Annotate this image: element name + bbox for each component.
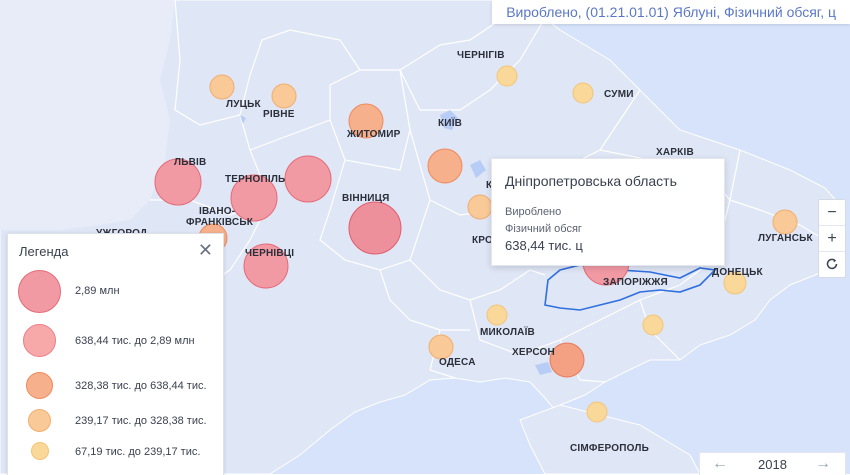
refresh-icon [826,258,838,270]
bubble-kyiv [427,148,463,184]
bubble-odesa [428,334,454,360]
legend-circle-3 [26,372,53,399]
legend-circle-1 [18,270,61,313]
tooltip-region: Дніпропетровська область [505,173,677,189]
label-chernivtsi: ЧЕРНІВЦІ [245,248,294,259]
legend-label: 638,44 тис. до 2,89 млн [75,335,195,347]
legend-item: 2,89 млн [8,270,223,313]
year-selector: ← 2018 → [699,452,846,475]
label-kyiv: КИЇВ [438,116,462,129]
label-kherson: ХЕРСОН [512,347,555,358]
arrow-left-icon[interactable]: ← [712,455,728,472]
legend-item: 239,17 тис. до 328,38 тис. [8,409,223,435]
tooltip-indicator: Фізичний обсяг [505,223,582,235]
bubble-vinnytsia [348,201,402,255]
tooltip-value: 638,44 тис. ц [505,238,583,253]
region-tooltip: Дніпропетровська область Вироблено Фізич… [491,158,725,266]
arrow-right-icon[interactable]: → [815,455,831,472]
legend-label: 2,89 млн [75,285,120,297]
legend-item: 328,38 тис. до 638,44 тис. [8,372,223,402]
label-lutsk: ЛУЦЬК [226,99,262,110]
label-luhansk: ЛУГАНСЬК [758,233,814,244]
bubble-ternopil [230,174,278,222]
legend-circle-4 [28,409,51,432]
bubble-crimea [586,401,608,423]
bubble-lutsk [209,74,235,100]
bubble-chernivtsi [243,243,289,289]
zoom-controls: − + [818,199,846,278]
bubble-rivne [271,83,297,109]
land-crimea [519,404,701,474]
label-zaporizhzhia: ЗАПОРІЖЖЯ [603,277,668,288]
bubble-lviv [154,158,202,206]
label-ivano-2: ФРАНКІВСЬК [186,217,254,228]
legend-circle-2 [23,324,56,357]
label-simferopol: СІМФЕРОПОЛЬ [570,443,649,454]
legend-title: Легенда [19,244,69,259]
label-ivano-1: ІВАНО- [199,206,235,217]
close-icon[interactable]: ✕ [197,240,213,260]
legend-label: 67,19 тис. до 239,17 тис. [75,446,201,458]
label-sumy: СУМИ [604,89,634,100]
legend-item: 638,44 тис. до 2,89 млн [8,324,223,360]
bubble-donetsk [723,271,747,295]
bubble-chernihiv [496,65,518,87]
label-zhytomyr: ЖИТОМИР [346,129,401,140]
map-title: Вироблено, (01.21.01.01) Яблуні, Фізични… [492,0,850,24]
label-donetsk: ДОНЕЦЬК [712,267,763,278]
bubble-sumy [572,82,594,104]
label-ternopil: ТЕРНОПІЛЬ [225,174,285,185]
bubble-mykolaiv [486,304,508,326]
label-mykolaiv: МИКОЛАЇВ [480,325,535,338]
label-kro: КРО [472,235,493,246]
reset-view-button[interactable] [819,251,845,277]
bubble-khmelnytskyi [284,155,332,203]
bubble-kirovohrad [467,194,493,220]
bubble-kherson [549,342,585,378]
legend-circle-5 [31,442,49,460]
sea-azov [640,345,820,400]
label-rivne: РІВНЕ [263,109,295,120]
legend-label: 239,17 тис. до 328,38 тис. [75,415,207,427]
zoom-in-button[interactable]: + [819,225,845,251]
tooltip-measure: Вироблено [505,206,562,218]
bubble-luhansk [772,209,798,235]
legend-panel: Легенда ✕ 2,89 млн 638,44 тис. до 2,89 м… [7,233,224,475]
zoom-out-button[interactable]: − [827,204,837,221]
label-k: К [486,180,493,191]
label-odesa: ОДЕСА [439,357,476,368]
land-neighbor-west [0,0,175,230]
year-value: 2018 [758,457,787,472]
bubble-zaporizhzhia [642,314,664,336]
legend-label: 328,38 тис. до 638,44 тис. [75,380,207,392]
label-kharkiv: ХАРКІВ [656,147,694,158]
label-chernihiv: ЧЕРНІГІВ [457,50,505,61]
legend-item: 67,19 тис. до 239,17 тис. [8,442,223,464]
label-lviv: ЛЬВІВ [174,157,206,168]
bubble-zhytomyr [348,103,384,139]
sea-black [330,400,540,474]
label-vinnytsia: ВІННИЦЯ [342,193,390,204]
